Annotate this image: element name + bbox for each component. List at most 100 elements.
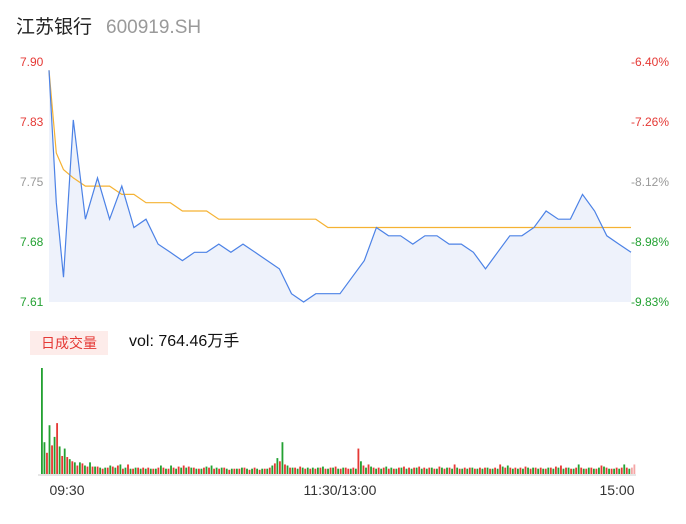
volume-bar [560, 465, 562, 474]
volume-bar [339, 468, 342, 474]
volume-bar [519, 467, 522, 474]
x-tick: 09:30 [49, 482, 84, 498]
volume-bar [618, 468, 621, 474]
volume-bar [291, 467, 294, 474]
volume-bar [116, 465, 119, 474]
volume-bar [486, 467, 489, 474]
volume-bar [537, 468, 540, 474]
volume-bar [127, 464, 129, 474]
volume-bar [628, 468, 631, 474]
volume-bar [281, 442, 284, 474]
volume-bar [443, 468, 446, 474]
volume-bar [468, 467, 471, 474]
volume-bar [154, 468, 157, 474]
volume-bar [458, 468, 461, 474]
y-axis-left-ticks: 7.90 7.83 7.75 7.68 7.61 [20, 55, 44, 309]
volume-bar [111, 466, 114, 474]
y-tick-left: 7.61 [20, 295, 44, 309]
volume-bar [228, 469, 231, 474]
volume-bar [554, 466, 557, 474]
volume-bar [51, 445, 53, 474]
price-line [48, 70, 632, 303]
volume-bar [598, 467, 600, 474]
volume-bar [41, 368, 43, 474]
volume-bar [446, 467, 448, 474]
volume-bar [213, 468, 215, 474]
volume-bar [370, 466, 372, 474]
volume-bars [41, 368, 636, 474]
volume-bar [89, 462, 91, 474]
volume-bar [509, 467, 512, 474]
volume-bar [261, 468, 264, 474]
volume-bar [398, 467, 400, 474]
volume-bar [352, 467, 355, 474]
volume-bar [78, 462, 81, 474]
volume-bar [473, 468, 476, 474]
volume-bar [347, 468, 350, 474]
volume-bar [613, 468, 616, 474]
volume-bar [165, 468, 167, 474]
volume-tag: 日成交量 [30, 331, 108, 355]
volume-bar [142, 467, 145, 474]
volume-bar [104, 467, 107, 474]
volume-bar [608, 468, 610, 474]
volume-bar [511, 468, 514, 474]
volume-bar [304, 468, 307, 474]
volume-bar [58, 446, 61, 474]
volume-bar [200, 468, 203, 474]
volume-bar [552, 468, 555, 474]
volume-bar [106, 467, 109, 474]
volume-bar [514, 467, 517, 474]
volume-bar [71, 461, 74, 474]
volume-bar [605, 467, 608, 474]
volume-bar [56, 423, 59, 474]
volume-bar [527, 467, 529, 474]
volume-bar [185, 467, 188, 474]
volume-bar [43, 442, 46, 474]
volume-bar [392, 468, 395, 474]
volume-bar [547, 467, 550, 474]
y-tick-right: -8.98% [631, 235, 669, 249]
average-price-line [48, 70, 631, 229]
volume-bar [205, 466, 208, 474]
volume-bar [572, 468, 575, 474]
x-axis-ticks: 09:30 11:30/13:00 15:00 [49, 482, 634, 498]
volume-bar [299, 466, 302, 474]
volume-bar [215, 467, 218, 474]
volume-bar [223, 467, 226, 474]
volume-bar [400, 467, 403, 474]
volume-bar [501, 466, 504, 474]
volume-bar [448, 467, 451, 474]
volume-bar [324, 468, 327, 474]
volume-bar [430, 467, 433, 474]
volume-bar [471, 467, 474, 474]
volume-bar [479, 467, 481, 474]
volume-bar [435, 468, 438, 474]
volume-bar [235, 468, 238, 474]
volume-bar [377, 467, 380, 474]
volume-bar [499, 464, 502, 474]
volume-bar [197, 468, 200, 474]
volume-bar [570, 468, 572, 474]
x-tick: 15:00 [599, 482, 634, 498]
volume-bar [160, 465, 162, 474]
volume-bar [309, 468, 312, 474]
volume-bar [296, 468, 299, 474]
volume-bar [620, 467, 623, 474]
volume-bar [124, 467, 127, 474]
volume-bar [585, 468, 588, 474]
volume-bar [332, 467, 334, 474]
volume-bar [529, 468, 532, 474]
volume-bar [276, 458, 279, 474]
volume-bar [360, 461, 362, 474]
volume-bar [484, 467, 486, 474]
volume-bar [301, 467, 304, 474]
volume-bar [99, 467, 102, 474]
y-axis-right-ticks: -6.40% -7.26% -8.12% -8.98% -9.83% [631, 55, 669, 309]
volume-bar [476, 468, 479, 474]
volume-bar [139, 468, 142, 474]
volume-bar [96, 466, 99, 474]
volume-bar [144, 468, 147, 474]
volume-bar [349, 468, 352, 474]
volume-bar [114, 467, 117, 474]
